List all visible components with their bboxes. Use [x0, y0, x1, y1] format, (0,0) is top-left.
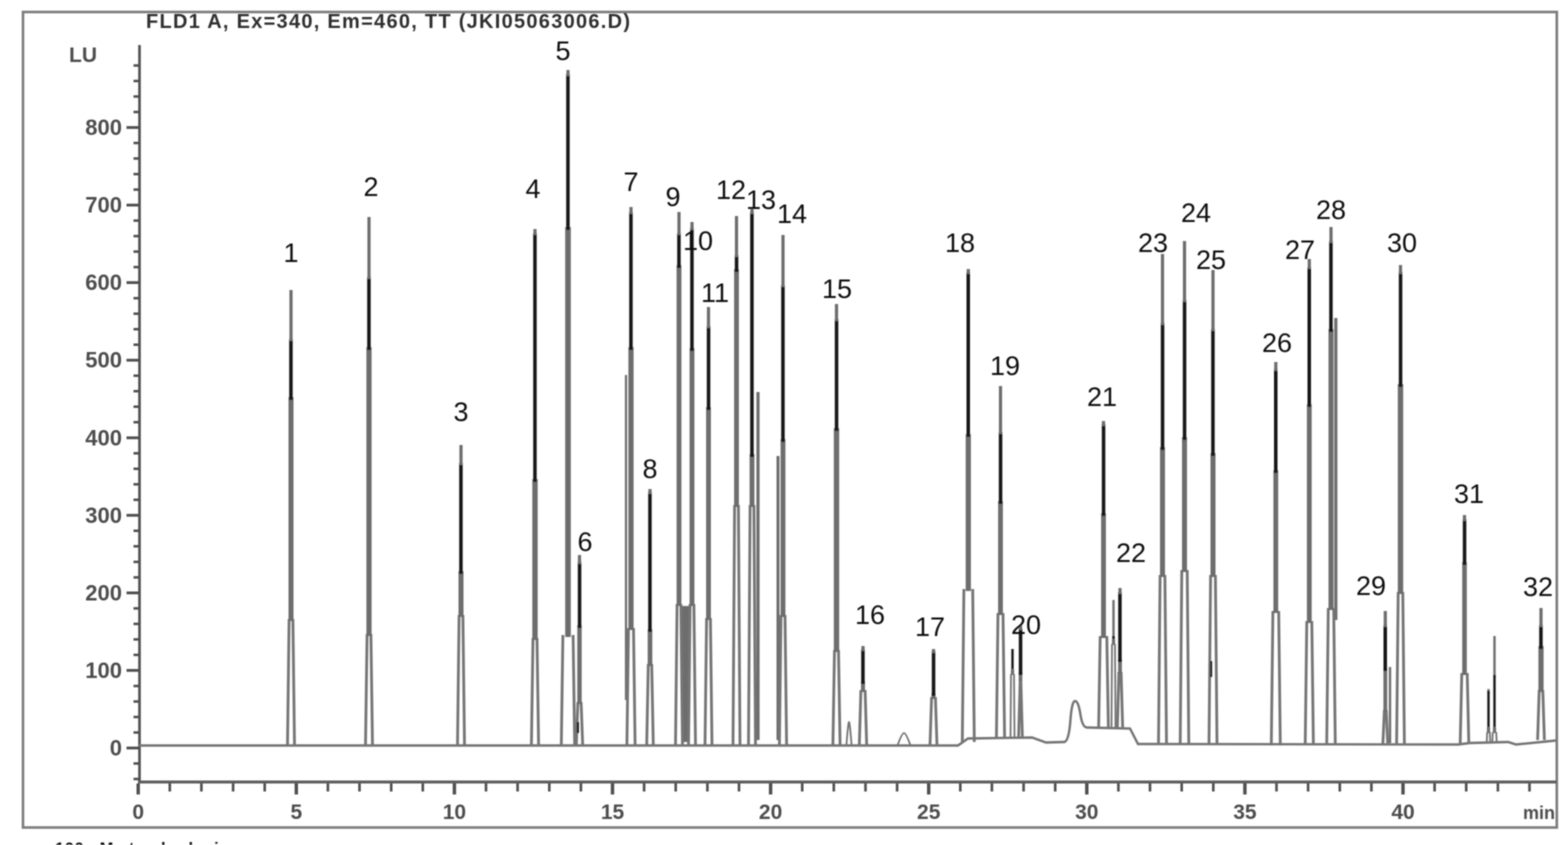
svg-text:32: 32 — [1523, 572, 1553, 602]
svg-text:5: 5 — [555, 36, 570, 66]
svg-text:19: 19 — [990, 351, 1020, 381]
svg-text:30: 30 — [1075, 801, 1098, 824]
svg-text:16: 16 — [855, 600, 885, 630]
svg-text:9: 9 — [665, 182, 680, 212]
svg-text:800: 800 — [85, 115, 122, 140]
svg-text:17: 17 — [915, 612, 945, 642]
svg-text:11: 11 — [701, 278, 729, 308]
svg-text:25: 25 — [917, 801, 941, 824]
svg-text:100 µM standard mix: 100 µM standard mix — [55, 840, 229, 845]
svg-text:0: 0 — [132, 801, 144, 824]
svg-text:0: 0 — [110, 736, 122, 761]
svg-text:12: 12 — [716, 175, 746, 205]
svg-text:5: 5 — [290, 801, 302, 824]
svg-text:14: 14 — [777, 199, 807, 229]
svg-text:23: 23 — [1138, 228, 1168, 258]
svg-text:28: 28 — [1316, 195, 1346, 225]
svg-text:FLD1 A, Ex=340, Em=460, TT (JK: FLD1 A, Ex=340, Em=460, TT (JKI05063006.… — [146, 11, 630, 33]
svg-text:31: 31 — [1454, 479, 1484, 509]
svg-text:40: 40 — [1391, 801, 1414, 824]
svg-text:LU: LU — [69, 44, 97, 67]
svg-text:30: 30 — [1387, 228, 1417, 258]
svg-text:13: 13 — [746, 185, 776, 215]
svg-text:10: 10 — [683, 226, 713, 256]
svg-text:6: 6 — [577, 527, 592, 557]
svg-text:18: 18 — [945, 228, 975, 258]
svg-text:24: 24 — [1181, 198, 1211, 228]
svg-text:100: 100 — [85, 658, 122, 683]
svg-text:26: 26 — [1262, 328, 1292, 358]
svg-text:7: 7 — [623, 167, 638, 197]
svg-text:20: 20 — [759, 801, 782, 824]
svg-text:400: 400 — [85, 425, 122, 450]
svg-text:35: 35 — [1233, 801, 1257, 824]
svg-text:200: 200 — [85, 580, 122, 605]
svg-text:500: 500 — [85, 348, 122, 373]
svg-text:22: 22 — [1116, 538, 1146, 568]
svg-text:min: min — [1523, 803, 1555, 823]
svg-text:10: 10 — [443, 801, 466, 824]
svg-text:4: 4 — [525, 174, 540, 204]
svg-text:2: 2 — [363, 172, 378, 202]
svg-text:8: 8 — [642, 454, 657, 484]
svg-text:700: 700 — [85, 193, 122, 218]
svg-text:27: 27 — [1285, 235, 1315, 265]
svg-text:15: 15 — [601, 801, 625, 824]
svg-text:15: 15 — [822, 274, 852, 304]
svg-text:600: 600 — [85, 270, 122, 295]
svg-text:3: 3 — [453, 397, 468, 427]
svg-text:29: 29 — [1356, 571, 1386, 601]
svg-text:20: 20 — [1011, 610, 1041, 640]
svg-text:21: 21 — [1087, 382, 1117, 412]
svg-text:25: 25 — [1196, 245, 1226, 275]
svg-text:1: 1 — [283, 238, 298, 268]
svg-text:300: 300 — [85, 503, 122, 528]
